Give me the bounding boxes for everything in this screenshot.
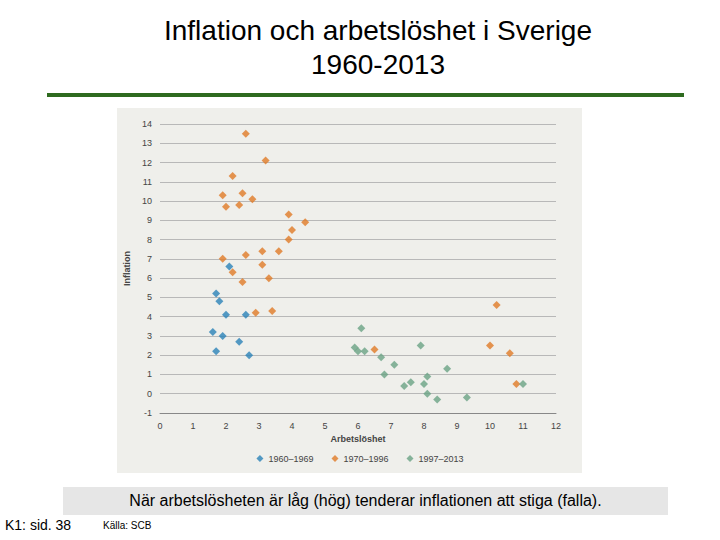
svg-text:2: 2 — [223, 421, 228, 431]
svg-text:5: 5 — [322, 421, 327, 431]
svg-text:3: 3 — [256, 421, 261, 431]
svg-text:4: 4 — [289, 421, 294, 431]
svg-text:4: 4 — [147, 312, 152, 322]
svg-text:11: 11 — [143, 177, 152, 187]
svg-text:0: 0 — [157, 421, 162, 431]
svg-text:14: 14 — [142, 119, 152, 129]
svg-text:1997–2013: 1997–2013 — [419, 454, 464, 464]
svg-text:1: 1 — [190, 421, 195, 431]
svg-text:13: 13 — [142, 138, 152, 148]
svg-text:Arbetslöshet: Arbetslöshet — [330, 434, 385, 444]
svg-text:1960–1969: 1960–1969 — [268, 454, 313, 464]
svg-text:1970–1996: 1970–1996 — [343, 454, 388, 464]
html-text:Källa: SCB: Källa: SCB — [103, 520, 152, 531]
svg-text:8: 8 — [421, 421, 426, 431]
svg-text:2: 2 — [147, 350, 152, 360]
svg-text:1: 1 — [147, 369, 152, 379]
svg-text:7: 7 — [388, 421, 393, 431]
svg-text:12: 12 — [142, 158, 152, 168]
svg-text:7: 7 — [147, 254, 152, 264]
svg-text:9: 9 — [454, 421, 459, 431]
svg-text:6: 6 — [147, 273, 152, 283]
svg-text:0: 0 — [147, 389, 152, 399]
svg-text:Inflation: Inflation — [122, 251, 132, 286]
svg-text:11: 11 — [518, 421, 527, 431]
svg-text:-1: -1 — [144, 408, 152, 418]
svg-text:3: 3 — [147, 331, 152, 341]
svg-text:12: 12 — [551, 421, 561, 431]
html-text:Inflation och arbetslöshet i S: Inflation och arbetslöshet i Sverige 196… — [164, 15, 592, 80]
html-text:K1: sid. 38: K1: sid. 38 — [5, 517, 72, 533]
svg-text:6: 6 — [355, 421, 360, 431]
svg-text:8: 8 — [147, 235, 152, 245]
svg-text:10: 10 — [485, 421, 495, 431]
svg-text:9: 9 — [147, 215, 152, 225]
svg-text:5: 5 — [147, 292, 152, 302]
svg-text:10: 10 — [142, 196, 152, 206]
html-text:När arbetslösheten är låg (hög: När arbetslösheten är låg (hög) tenderar… — [129, 492, 602, 509]
